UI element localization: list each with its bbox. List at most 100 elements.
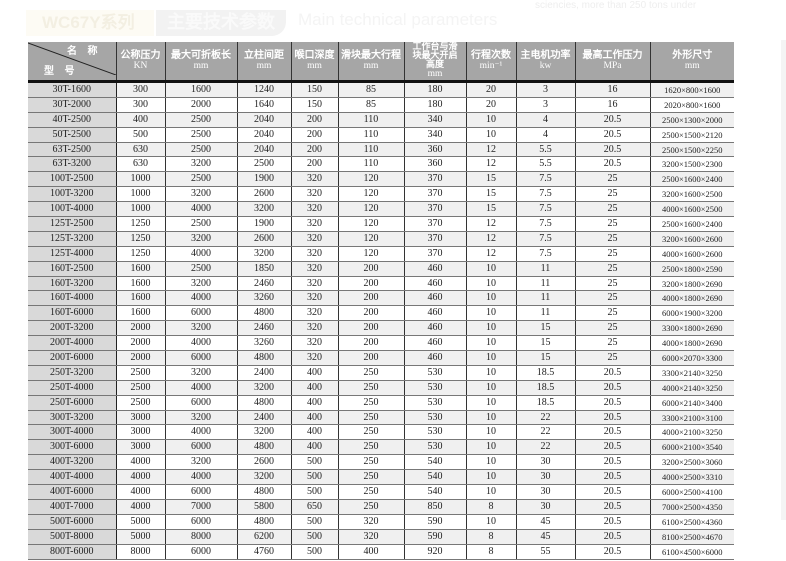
table-cell: 10 (466, 439, 517, 456)
table-cell: 3 (516, 97, 576, 113)
table-row: 125T-3200 1250 3200 2600 320 120 370 12 7.5 25 320… (28, 231, 734, 247)
column-header: 公称压力 KN (116, 42, 166, 83)
table-cell: 20 (466, 97, 517, 113)
table-row: 250T-3200 2500 3200 2400 400 250 530 10 18.5 20.5… (28, 365, 734, 381)
table-cell: 370 (404, 246, 467, 262)
table-cell: 3200 (165, 410, 238, 426)
table-cell: 400 (291, 365, 339, 381)
table-cell: 6000 (165, 395, 238, 411)
table-cell: 12 (466, 142, 517, 158)
table-cell: 25 (575, 246, 651, 262)
table-cell: 30 (516, 454, 576, 471)
table-cell: 2500×1600×2400 (650, 216, 734, 232)
table-cell: 20.5 (575, 514, 651, 530)
table-cell: 3260 (237, 290, 292, 307)
table-row: 200T-6000 2000 6000 4800 320 200 460 10 15 25 6000… (28, 350, 734, 366)
table-cell: 20.5 (575, 410, 651, 426)
table-cell: 7.5 (516, 186, 576, 203)
title-banner: WC67Y系列 主要技术参数 Main technical parameters (26, 10, 626, 36)
table-cell: 300 (116, 81, 166, 98)
table-cell: 3200×1500×2300 (650, 156, 734, 173)
table-cell: 2000 (116, 320, 166, 337)
table-cell: 15 (466, 201, 517, 218)
table-cell: 25 (575, 335, 651, 352)
table-cell: 4000 (116, 454, 166, 471)
table-cell: 4000×1800×2690 (650, 335, 734, 352)
table-cell: 320 (291, 320, 339, 337)
model-cell: 160T-4000 (28, 290, 117, 307)
table-cell: 180 (404, 81, 467, 98)
table-row: 160T-3200 1600 3200 2460 320 200 460 10 11 25 3200… (28, 276, 734, 292)
table-cell: 20.5 (575, 156, 651, 173)
table-row: 160T-2500 1600 2500 1850 320 200 460 10 11 25 2500… (28, 261, 734, 277)
table-cell: 3000 (116, 410, 166, 426)
table-cell: 22 (516, 424, 576, 441)
table-cell: 320 (291, 290, 339, 307)
table-cell: 2400 (237, 365, 292, 381)
table-row: 300T-6000 3000 6000 4800 400 250 530 10 22 20.5 60… (28, 439, 734, 456)
table-cell: 500 (116, 127, 166, 143)
table-row: 100T-2500 1000 2500 1900 320 120 370 15 7.5 25 250… (28, 171, 734, 188)
table-cell: 22 (516, 410, 576, 426)
corner-name-label: 名 称 (67, 46, 102, 57)
table-cell: 8000 (165, 529, 238, 545)
model-cell: 160T-6000 (28, 305, 117, 322)
table-cell: 4800 (237, 395, 292, 411)
table-cell: 1850 (237, 261, 292, 277)
table-cell: 250 (338, 395, 405, 411)
table-cell: 1250 (116, 216, 166, 232)
table-row: 400T-7000 4000 7000 5800 650 250 850 8 30 20.5 700… (28, 499, 734, 515)
table-cell: 6200 (237, 529, 292, 545)
table-row: 40T-2500 400 2500 2040 200 110 340 10 4 20.5 2500×… (28, 112, 734, 128)
table-cell: 460 (404, 276, 467, 292)
table-cell: 530 (404, 395, 467, 411)
table-cell: 10 (466, 469, 517, 486)
table-cell: 1600 (165, 81, 238, 98)
table-cell: 6000 (165, 305, 238, 322)
table-cell: 320 (291, 350, 339, 366)
table-cell: 460 (404, 335, 467, 352)
table-cell: 12 (466, 246, 517, 262)
table-cell: 2020×800×1600 (650, 97, 734, 113)
table-cell: 3200 (237, 424, 292, 441)
table-cell: 3300×2140×3250 (650, 365, 734, 381)
table-cell: 16 (575, 81, 651, 98)
column-header: 喉口深度 mm (291, 42, 339, 83)
column-header-label: 外形尺寸 (672, 50, 713, 61)
table-cell: 7.5 (516, 201, 576, 218)
table-cell: 6000×2070×3300 (650, 350, 734, 366)
table-cell: 110 (338, 156, 405, 173)
table-cell: 25 (575, 305, 651, 322)
column-header: 工作台与滑块最大开启高度 mm (404, 42, 467, 83)
corner-type-label: 型 号 (44, 66, 79, 77)
technical-parameters-table: 名 称 型 号 公称压力 KN 最大可折板长 mm 立柱间距 mm 喉口深度 mm 滑块最大行程… (28, 42, 734, 560)
table-cell: 4000×2500×3310 (650, 469, 734, 486)
table-cell: 10 (466, 514, 517, 530)
table-cell: 3300×2100×3100 (650, 410, 734, 426)
table-cell: 30 (516, 469, 576, 486)
table-cell: 500 (291, 544, 339, 560)
table-cell: 200 (338, 305, 405, 322)
table-cell: 6000×1900×3200 (650, 305, 734, 322)
table-cell: 120 (338, 186, 405, 203)
model-cell: 30T-2000 (28, 97, 117, 113)
table-cell: 6000×2100×3540 (650, 439, 734, 456)
table-cell: 4800 (237, 514, 292, 530)
table-cell: 4000 (165, 246, 238, 262)
table-cell: 15 (466, 186, 517, 203)
model-cell: 250T-6000 (28, 395, 117, 411)
table-cell: 400 (291, 380, 339, 396)
table-cell: 400 (291, 395, 339, 411)
table-cell: 6000 (165, 439, 238, 456)
table-cell: 7000 (165, 499, 238, 515)
model-cell: 50T-2500 (28, 127, 117, 143)
table-cell: 500 (291, 529, 339, 545)
table-row: 400T-3200 4000 3200 2600 500 250 540 10 30 20.5 32… (28, 454, 734, 471)
table-cell: 2500 (165, 127, 238, 143)
table-cell: 2000 (116, 350, 166, 366)
table-cell: 18.5 (516, 365, 576, 381)
table-cell: 150 (291, 81, 339, 98)
table-cell: 630 (116, 156, 166, 173)
table-cell: 6000 (165, 544, 238, 560)
table-cell: 15 (516, 350, 576, 366)
